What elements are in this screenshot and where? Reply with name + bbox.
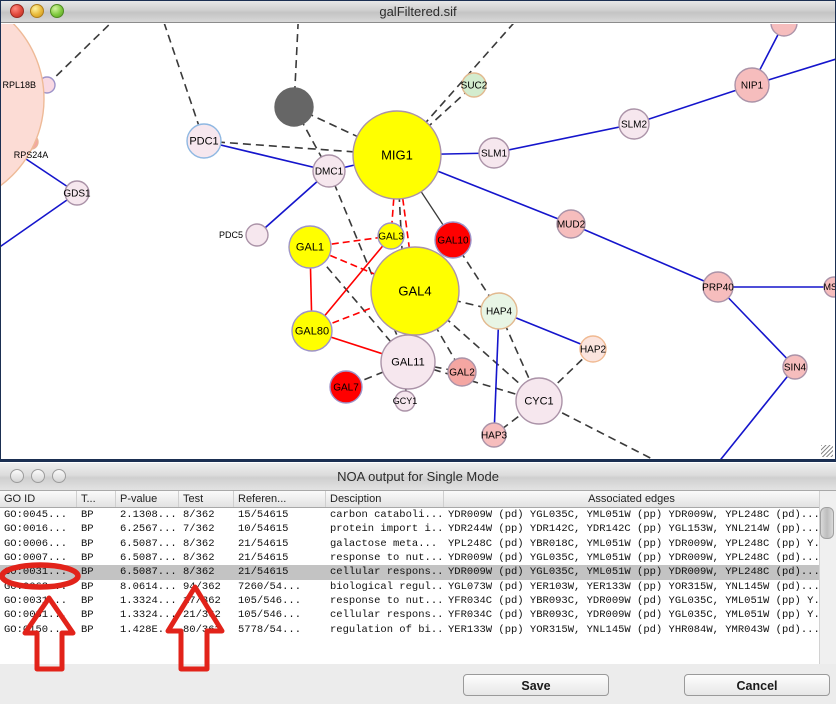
svg-text:HAP4: HAP4 bbox=[486, 306, 513, 317]
svg-text:DMC1: DMC1 bbox=[315, 166, 344, 177]
svg-text:GAL80: GAL80 bbox=[295, 326, 329, 338]
svg-text:HAP3: HAP3 bbox=[481, 430, 508, 441]
svg-text:GAL10: GAL10 bbox=[437, 235, 469, 246]
svg-text:GAL3: GAL3 bbox=[378, 231, 404, 242]
svg-text:CYC1: CYC1 bbox=[524, 396, 553, 408]
svg-text:RPL18B: RPL18B bbox=[2, 80, 36, 90]
svg-text:PDC1: PDC1 bbox=[189, 136, 218, 148]
svg-text:MIG1: MIG1 bbox=[381, 147, 413, 162]
svg-text:SLM2: SLM2 bbox=[621, 119, 648, 130]
svg-text:SLM1: SLM1 bbox=[481, 148, 508, 159]
svg-text:GAL2: GAL2 bbox=[449, 367, 475, 378]
svg-text:PRP40: PRP40 bbox=[702, 282, 734, 293]
svg-text:SIN4: SIN4 bbox=[784, 362, 807, 373]
svg-text:GAL4: GAL4 bbox=[398, 283, 431, 298]
svg-text:PDC5: PDC5 bbox=[219, 230, 243, 240]
svg-text:GAL1: GAL1 bbox=[296, 242, 324, 254]
svg-text:HAP2: HAP2 bbox=[580, 344, 607, 355]
svg-text:MUD2: MUD2 bbox=[557, 219, 586, 230]
svg-text:GCY1: GCY1 bbox=[393, 396, 418, 406]
svg-text:RPS24A: RPS24A bbox=[14, 150, 49, 160]
svg-text:GDS1: GDS1 bbox=[63, 188, 91, 199]
svg-text:GAL11: GAL11 bbox=[391, 357, 424, 369]
svg-text:SUC2: SUC2 bbox=[461, 80, 488, 91]
svg-text:GAL7: GAL7 bbox=[333, 382, 359, 393]
svg-text:NIP1: NIP1 bbox=[741, 80, 764, 91]
svg-text:MSI1: MSI1 bbox=[823, 282, 836, 292]
